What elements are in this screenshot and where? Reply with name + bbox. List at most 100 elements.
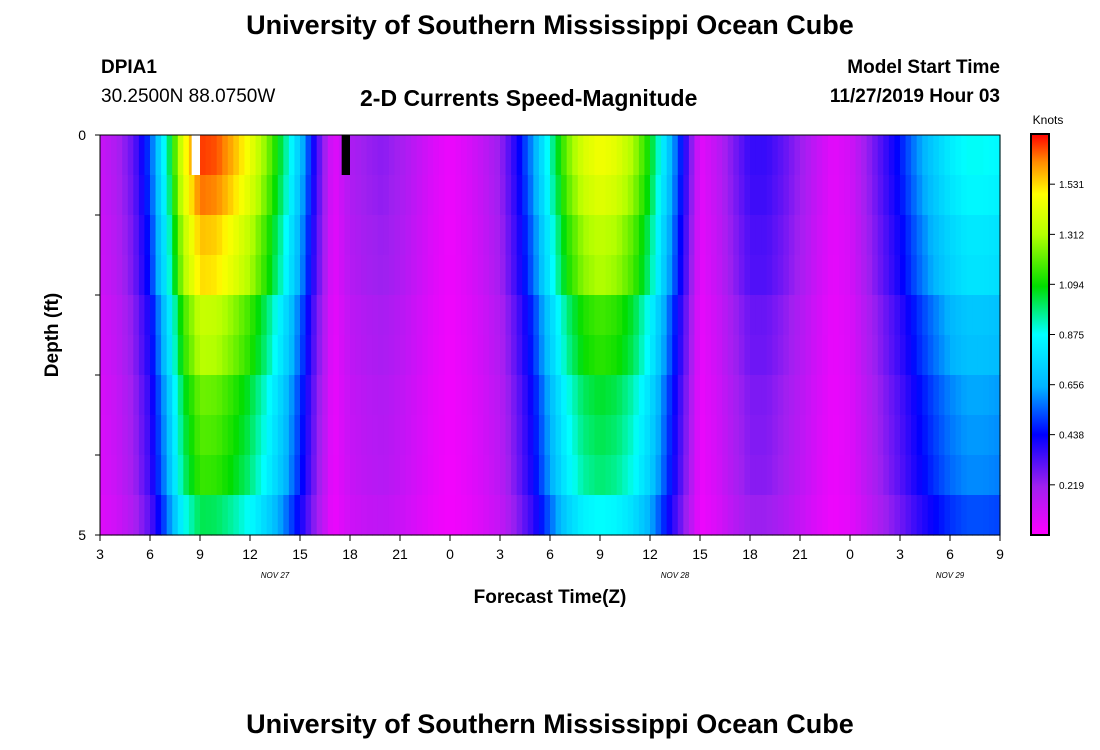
heatmap-cell	[100, 455, 107, 496]
heatmap-cell	[111, 335, 118, 376]
heatmap-cell	[177, 335, 184, 376]
heatmap-cell	[233, 255, 240, 296]
heatmap-cell	[594, 375, 601, 416]
heatmap-cell	[838, 135, 846, 176]
heatmap-cell	[983, 415, 990, 456]
heatmap-cell	[561, 295, 568, 336]
heatmap-cell	[266, 455, 273, 496]
heatmap-cell	[355, 295, 362, 336]
heatmap-cell	[166, 335, 173, 376]
heatmap-cell	[416, 295, 423, 336]
heatmap-cell	[605, 455, 612, 496]
heatmap-cell	[533, 415, 540, 456]
heatmap-cell	[727, 295, 734, 336]
heatmap-cell	[766, 295, 773, 336]
heatmap-cell	[138, 175, 146, 216]
heatmap-cell	[344, 495, 351, 536]
heatmap-cell	[411, 415, 418, 456]
heatmap-cell	[744, 255, 751, 296]
heatmap-cell	[305, 495, 312, 536]
heatmap-cell	[988, 175, 996, 216]
heatmap-cell	[261, 255, 268, 296]
heatmap-cell	[255, 215, 262, 256]
heatmap-cell	[838, 335, 846, 376]
heatmap-cell	[916, 455, 923, 496]
heatmap-cell	[183, 455, 190, 496]
heatmap-cell	[461, 295, 468, 336]
heatmap-cell	[438, 175, 446, 216]
heatmap-cell	[566, 415, 573, 456]
heatmap-cell	[977, 375, 984, 416]
heatmap-cell	[733, 375, 740, 416]
heatmap-cell	[333, 215, 340, 256]
heatmap-cell	[511, 295, 518, 336]
heatmap-cell	[105, 295, 112, 336]
heatmap-cell	[505, 455, 512, 496]
heatmap-cell	[194, 335, 201, 376]
heatmap-cell	[572, 335, 579, 376]
heatmap-cell	[794, 375, 801, 416]
heatmap-cell	[916, 175, 923, 216]
heatmap-cell	[161, 215, 168, 256]
heatmap-cell	[155, 375, 162, 416]
heatmap-cell	[838, 175, 846, 216]
heatmap-cell	[327, 415, 334, 456]
heatmap-cell	[144, 135, 151, 176]
heatmap-cell	[844, 415, 851, 456]
heatmap-cell	[644, 375, 651, 416]
heatmap-cell	[950, 135, 957, 176]
heatmap-cell	[650, 415, 657, 456]
x-tick-label: 21	[392, 546, 408, 562]
heatmap-cell	[166, 375, 173, 416]
heatmap-cell	[938, 455, 946, 496]
heatmap-cell	[555, 175, 562, 216]
heatmap-cell	[633, 375, 640, 416]
heatmap-cell	[194, 495, 201, 536]
heatmap-cell	[783, 415, 790, 456]
heatmap-cell	[616, 415, 623, 456]
heatmap-cell	[488, 335, 496, 376]
heatmap-cell	[911, 215, 918, 256]
heatmap-cell	[161, 455, 168, 496]
heatmap-cell	[788, 495, 796, 536]
heatmap-cell	[338, 335, 346, 376]
heatmap-cell	[133, 455, 140, 496]
heatmap-cell	[672, 455, 679, 496]
heatmap-cell	[683, 215, 690, 256]
heatmap-cell	[950, 455, 957, 496]
station-coordinates: 30.2500N 88.0750W	[101, 86, 276, 107]
heatmap-cell	[361, 255, 368, 296]
heatmap-cell	[266, 175, 273, 216]
heatmap-cell	[211, 135, 218, 176]
heatmap-cell	[261, 455, 268, 496]
heatmap-cell	[755, 375, 762, 416]
heatmap-cell	[177, 495, 184, 536]
heatmap-cell	[627, 175, 634, 216]
heatmap-cell	[133, 495, 140, 536]
heatmap-cell	[394, 335, 401, 376]
heatmap-cell	[344, 295, 351, 336]
heatmap-cell	[894, 175, 901, 216]
heatmap-cell	[472, 215, 479, 256]
heatmap-cell	[150, 175, 157, 216]
heatmap-cell	[666, 415, 673, 456]
heatmap-cell	[644, 175, 651, 216]
heatmap-cell	[900, 495, 907, 536]
heatmap-cell	[277, 135, 284, 176]
heatmap-cell	[172, 335, 179, 376]
heatmap-cell	[855, 415, 862, 456]
heatmap-cell	[988, 415, 996, 456]
heatmap-cell	[388, 175, 396, 216]
date-label: NOV 29	[936, 571, 965, 580]
heatmap-cell	[927, 215, 934, 256]
heatmap-cell	[466, 495, 473, 536]
current-speed-chart: 05 3 6 9 12 15 18 21 0 3 6 9 12 15 18 21 0 3 6 9 NOV 27 NOV…	[42, 113, 1084, 608]
heatmap-cell	[122, 135, 129, 176]
heatmap-cell	[527, 175, 534, 216]
heatmap-cell	[294, 135, 301, 176]
heatmap-cell	[100, 495, 107, 536]
heatmap-cell	[994, 255, 1001, 296]
heatmap-cell	[955, 255, 962, 296]
heatmap-cell	[800, 415, 807, 456]
heatmap-cell	[811, 335, 818, 376]
